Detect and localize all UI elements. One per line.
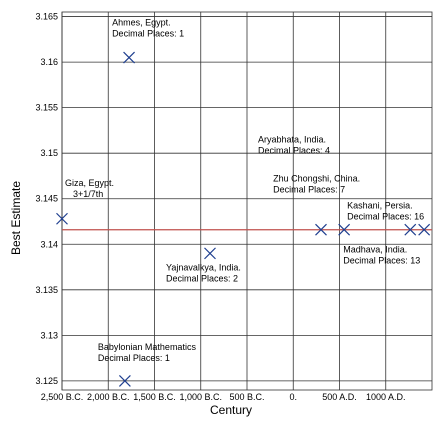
point-label: Kashani, Persia. [347, 201, 413, 211]
point-label: Decimal Places: 7 [273, 185, 345, 195]
x-tick-label: 1,500 B.C. [133, 392, 176, 402]
marker [204, 247, 216, 260]
y-tick-label: 3.125 [35, 376, 58, 386]
x-tick-label: 500 B.C. [229, 392, 264, 402]
point-label: 3+1/7th [73, 189, 103, 199]
point-label: Aryabhata, India. [258, 135, 326, 145]
x-tick-label: 500 A.D. [322, 392, 357, 402]
y-tick-label: 3.14 [40, 239, 58, 249]
marker [56, 212, 68, 225]
y-axis-title: Best Estimate [9, 181, 23, 255]
marker [123, 51, 135, 64]
x-tick-label: 2,500 B.C. [41, 392, 84, 402]
point-label: Babylonian Mathematics [98, 342, 197, 352]
y-tick-label: 3.145 [35, 194, 58, 204]
point-label: Decimal Places: 4 [258, 146, 330, 156]
marker [338, 223, 351, 236]
marker [404, 223, 417, 236]
x-tick-label: 1,000 B.C. [179, 392, 222, 402]
y-tick-label: 3.13 [40, 330, 58, 340]
point-label: Decimal Places: 1 [98, 353, 170, 363]
point-label: Decimal Places: 13 [343, 256, 420, 266]
y-tick-label: 3.155 [35, 103, 58, 113]
point-label: Yajnavalkya, India. [166, 262, 241, 272]
marker [118, 374, 131, 387]
x-tick-label: 2,000 B.C. [87, 392, 130, 402]
point-label: Decimal Places: 2 [166, 273, 238, 283]
point-label: Decimal Places: 1 [112, 29, 184, 39]
point-label: Zhu Chongshi, China. [273, 174, 360, 184]
point-label: Ahmes, Egypt. [112, 18, 171, 28]
x-axis-title: Century [210, 403, 252, 417]
y-tick-label: 3.15 [40, 148, 58, 158]
y-tick-label: 3.135 [35, 285, 58, 295]
marker [315, 223, 327, 236]
point-label: Decimal Places: 16 [347, 212, 424, 222]
point-label: Madhava, India. [343, 245, 407, 255]
x-tick-label: 0. [289, 392, 297, 402]
point-label: Giza, Egypt. [65, 178, 114, 188]
marker [418, 223, 431, 236]
y-tick-label: 3.165 [35, 12, 58, 22]
x-tick-label: 1000 A.D. [366, 392, 406, 402]
y-tick-label: 3.16 [40, 57, 58, 67]
